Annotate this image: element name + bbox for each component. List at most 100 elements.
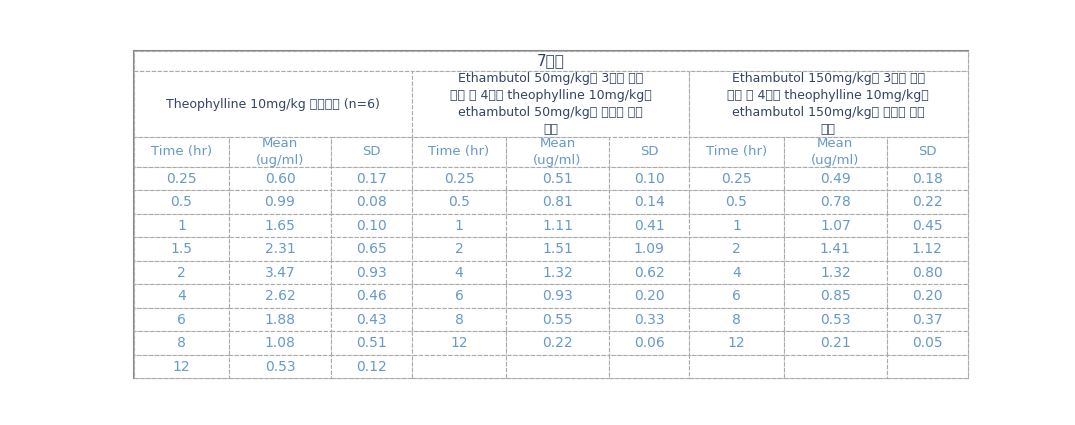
- Bar: [331, 167, 412, 190]
- Bar: [134, 214, 229, 237]
- Text: 0.62: 0.62: [633, 266, 664, 280]
- Text: 4: 4: [455, 266, 463, 280]
- Text: 1.5: 1.5: [171, 242, 192, 256]
- Bar: [412, 190, 506, 214]
- Text: 0.22: 0.22: [542, 336, 573, 350]
- Text: Ethambutol 50mg/kg를 3일간 반복
투여 후 4일째 theophylline 10mg/kg와
ethambutol 50mg/kg를 동시: Ethambutol 50mg/kg를 3일간 반복 투여 후 4일째 theo…: [449, 72, 651, 136]
- Bar: [689, 214, 784, 237]
- Text: Time (hr): Time (hr): [429, 145, 489, 158]
- Text: 1: 1: [177, 218, 186, 232]
- Bar: [412, 355, 506, 378]
- Bar: [506, 214, 608, 237]
- Text: 0.17: 0.17: [356, 172, 387, 186]
- Bar: [784, 308, 887, 331]
- Text: SD: SD: [640, 145, 658, 158]
- Bar: [784, 261, 887, 284]
- Bar: [689, 308, 784, 331]
- Bar: [608, 190, 689, 214]
- Bar: [608, 261, 689, 284]
- Bar: [331, 284, 412, 308]
- Bar: [887, 237, 968, 261]
- Text: 0.08: 0.08: [356, 195, 387, 209]
- Text: 1.32: 1.32: [820, 266, 850, 280]
- Text: 0.10: 0.10: [356, 218, 387, 232]
- Text: 0.5: 0.5: [171, 195, 192, 209]
- Text: 1: 1: [455, 218, 463, 232]
- Bar: [229, 355, 331, 378]
- Text: 0.93: 0.93: [356, 266, 387, 280]
- Text: 7주령: 7주령: [538, 54, 564, 69]
- Text: 0.37: 0.37: [912, 312, 943, 326]
- Text: 4: 4: [732, 266, 741, 280]
- Text: Time (hr): Time (hr): [151, 145, 212, 158]
- Bar: [506, 167, 608, 190]
- Text: Mean
(ug/ml): Mean (ug/ml): [812, 137, 860, 167]
- Bar: [134, 237, 229, 261]
- Bar: [506, 261, 608, 284]
- Text: 0.25: 0.25: [444, 172, 474, 186]
- Bar: [506, 355, 608, 378]
- Text: 0.49: 0.49: [820, 172, 850, 186]
- Text: 0.18: 0.18: [912, 172, 943, 186]
- Bar: [331, 261, 412, 284]
- Text: SD: SD: [918, 145, 936, 158]
- Text: SD: SD: [362, 145, 381, 158]
- Bar: [784, 237, 887, 261]
- Text: 12: 12: [728, 336, 745, 350]
- Text: Theophylline 10mg/kg 경구투여 (n=6): Theophylline 10mg/kg 경구투여 (n=6): [167, 97, 381, 110]
- Bar: [689, 190, 784, 214]
- Bar: [331, 308, 412, 331]
- Bar: [331, 331, 412, 355]
- Text: 1.07: 1.07: [820, 218, 850, 232]
- Text: 0.53: 0.53: [820, 312, 850, 326]
- Text: 0.06: 0.06: [633, 336, 664, 350]
- Text: 8: 8: [732, 312, 741, 326]
- Bar: [229, 237, 331, 261]
- Bar: [412, 261, 506, 284]
- Bar: [412, 237, 506, 261]
- Bar: [887, 355, 968, 378]
- Text: 0.22: 0.22: [912, 195, 943, 209]
- Text: 0.65: 0.65: [356, 242, 387, 256]
- Bar: [412, 308, 506, 331]
- Text: 6: 6: [455, 289, 463, 303]
- Bar: [412, 284, 506, 308]
- Text: 6: 6: [732, 289, 741, 303]
- Bar: [608, 284, 689, 308]
- Text: 0.10: 0.10: [633, 172, 664, 186]
- Text: 0.5: 0.5: [726, 195, 747, 209]
- Text: 0.05: 0.05: [912, 336, 943, 350]
- Bar: [134, 355, 229, 378]
- Text: 2: 2: [177, 266, 186, 280]
- Text: 2: 2: [732, 242, 741, 256]
- Bar: [229, 261, 331, 284]
- Bar: [229, 331, 331, 355]
- Text: Time (hr): Time (hr): [706, 145, 768, 158]
- Text: 0.41: 0.41: [633, 218, 664, 232]
- Bar: [412, 167, 506, 190]
- Bar: [887, 261, 968, 284]
- Text: 0.20: 0.20: [912, 289, 943, 303]
- Text: 1.51: 1.51: [542, 242, 573, 256]
- Text: 4: 4: [177, 289, 186, 303]
- Text: 0.25: 0.25: [167, 172, 197, 186]
- Bar: [784, 331, 887, 355]
- Text: Mean
(ug/ml): Mean (ug/ml): [256, 137, 304, 167]
- Bar: [887, 308, 968, 331]
- Text: 1.11: 1.11: [542, 218, 573, 232]
- Text: 1.09: 1.09: [633, 242, 664, 256]
- Bar: [229, 284, 331, 308]
- Text: 0.43: 0.43: [356, 312, 387, 326]
- Text: 1.88: 1.88: [264, 312, 296, 326]
- Bar: [134, 71, 412, 137]
- Bar: [134, 284, 229, 308]
- Text: 2.62: 2.62: [264, 289, 296, 303]
- Bar: [331, 137, 412, 167]
- Bar: [608, 167, 689, 190]
- Bar: [331, 214, 412, 237]
- Text: Mean
(ug/ml): Mean (ug/ml): [533, 137, 582, 167]
- Text: 0.81: 0.81: [542, 195, 573, 209]
- Text: 8: 8: [455, 312, 463, 326]
- Text: 0.33: 0.33: [633, 312, 664, 326]
- Bar: [412, 214, 506, 237]
